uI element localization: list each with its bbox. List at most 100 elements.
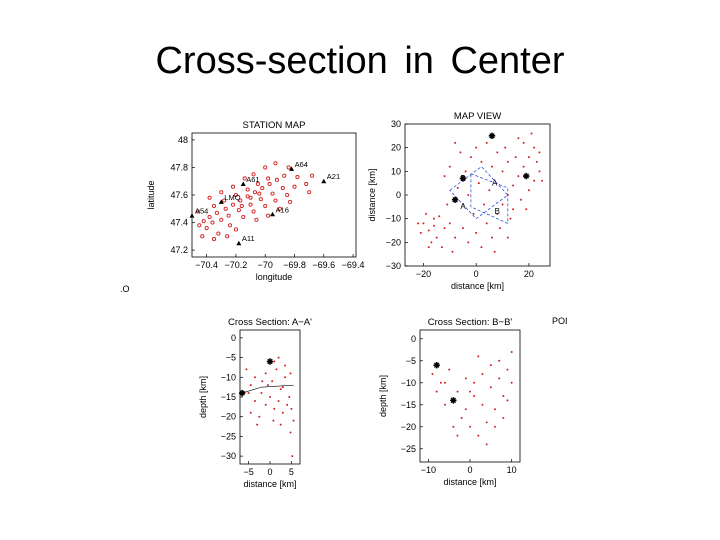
event-point — [510, 381, 513, 384]
station-marker — [240, 181, 246, 186]
station-label: A61 — [246, 175, 259, 184]
event-point — [444, 381, 446, 384]
station-label: A64 — [295, 160, 308, 169]
cross-section-bb-chart: Cross Section: B−B' −10 0 10 0 −5 −10 −15 −20 −25… — [378, 317, 521, 487]
event-point — [538, 170, 541, 173]
event-point — [290, 407, 293, 410]
event-point — [481, 373, 484, 375]
event-point — [510, 351, 513, 353]
station-label: A21 — [327, 172, 340, 181]
event-point — [256, 423, 259, 426]
event-point — [431, 373, 434, 375]
station-marker — [218, 199, 224, 204]
event-point — [527, 189, 530, 192]
map-view-ylabel: distance [km] — [367, 168, 377, 221]
event-point — [195, 209, 200, 214]
event-point — [485, 222, 488, 225]
event-point — [216, 231, 221, 236]
stray-label-left: .O — [120, 284, 130, 294]
y-tick-label: −5 — [226, 353, 236, 363]
event-point — [467, 194, 470, 196]
y-tick-label: −20 — [386, 237, 401, 247]
event-point — [417, 222, 420, 225]
event-point — [517, 175, 520, 178]
event-point — [260, 392, 263, 395]
event-point — [480, 246, 483, 249]
event-point — [201, 219, 206, 224]
y-tick-label: −20 — [221, 412, 236, 422]
event-point — [491, 165, 493, 168]
event-point — [288, 199, 293, 204]
section-letter-label: A — [492, 179, 498, 188]
event-point — [538, 151, 541, 154]
event-point — [433, 217, 435, 220]
event-point — [211, 203, 217, 209]
event-point — [226, 213, 231, 218]
event-point — [430, 241, 433, 244]
x-tick-label: 20 — [524, 269, 534, 279]
event-point — [483, 203, 486, 206]
event-point — [502, 417, 505, 419]
event-point — [512, 208, 515, 211]
slide-title: Cross-section in Center — [155, 40, 565, 82]
event-point — [295, 175, 300, 180]
event-point — [448, 368, 451, 371]
event-point — [509, 217, 512, 220]
y-tick-label: −10 — [221, 372, 236, 382]
event-point — [279, 388, 282, 391]
event-point — [236, 208, 241, 213]
event-point — [273, 198, 278, 203]
event-point — [248, 202, 253, 207]
event-point — [459, 151, 462, 154]
cross-section-bb-axes-box — [419, 329, 521, 463]
star-stroke — [460, 175, 466, 182]
event-point — [472, 212, 475, 215]
event-point — [245, 368, 248, 371]
station-marker — [270, 211, 276, 217]
map-view-axes-box — [404, 123, 551, 267]
event-point — [273, 161, 278, 166]
cross-section-aa-ylabel: depth [km] — [198, 376, 208, 418]
event-point — [266, 384, 269, 387]
event-point — [254, 376, 256, 379]
event-point — [230, 202, 236, 207]
event-star-marker — [450, 397, 457, 404]
event-point — [527, 156, 530, 159]
event-point — [233, 227, 238, 232]
event-point — [506, 399, 509, 402]
y-tick-label: −10 — [386, 214, 401, 224]
event-point — [469, 156, 472, 159]
event-point — [288, 396, 291, 398]
event-point — [279, 423, 282, 426]
event-point — [273, 360, 276, 363]
event-point — [207, 214, 212, 220]
event-point — [501, 170, 504, 173]
map-view-chart: MAP VIEW −20 0 20 30 20 10 0 −10 −20 −30 distance [… — [367, 111, 551, 291]
event-point — [241, 214, 246, 220]
station-marker — [321, 178, 327, 184]
event-point — [456, 434, 459, 437]
event-point — [277, 206, 282, 211]
event-point — [452, 425, 455, 428]
x-tick-label: −20 — [416, 269, 431, 279]
x-tick-label: −69.6 — [312, 260, 335, 270]
event-point — [464, 408, 467, 411]
x-tick-label: −5 — [243, 467, 253, 477]
event-point — [489, 386, 492, 389]
event-point — [207, 195, 212, 200]
event-point — [444, 403, 446, 406]
section-box — [470, 173, 509, 224]
event-star-marker — [488, 132, 496, 140]
event-point — [501, 203, 504, 206]
event-point — [251, 209, 256, 214]
event-point — [477, 434, 480, 437]
x-tick-label: 0 — [474, 269, 479, 279]
event-point — [425, 212, 428, 215]
x-tick-label: −69.8 — [283, 260, 306, 270]
star-stroke — [450, 397, 457, 404]
x-tick-label: −10 — [421, 465, 436, 475]
event-point — [491, 236, 493, 239]
event-point — [504, 146, 507, 149]
event-point — [427, 229, 430, 232]
event-point — [494, 425, 496, 428]
